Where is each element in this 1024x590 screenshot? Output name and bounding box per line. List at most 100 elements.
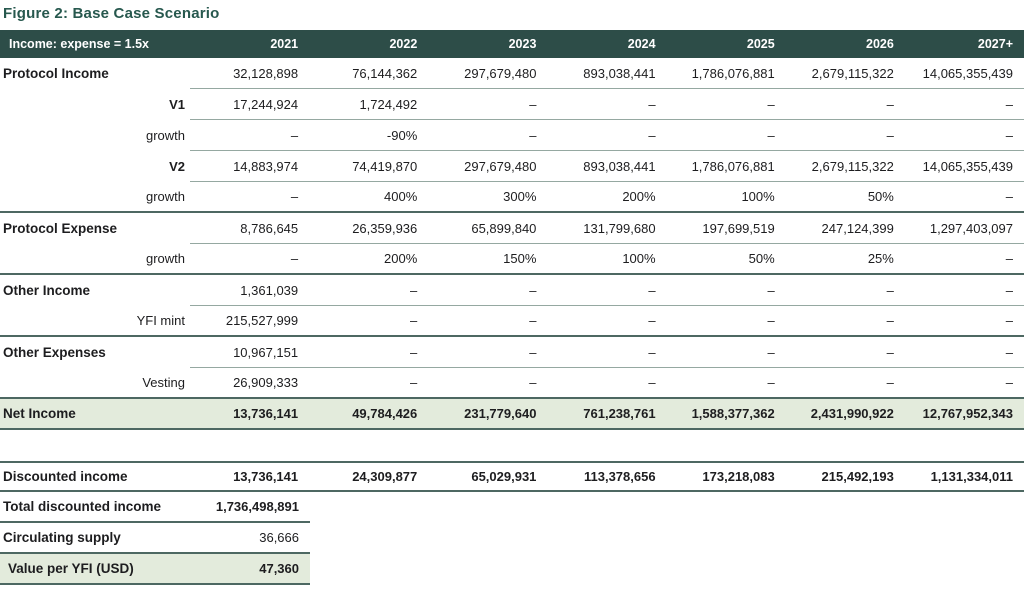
cell-value: –	[666, 275, 786, 306]
cell-value: 13,736,141	[233, 469, 299, 484]
cell-value: 14,065,355,439	[904, 151, 1024, 182]
cell-value: –	[785, 120, 905, 151]
summary-section: Discounted income 13,736,141 24,309,877 65,…	[0, 461, 1024, 585]
cell-value: 2,679,115,322	[785, 151, 905, 182]
cell-value: 197,699,519	[666, 213, 786, 244]
cell-value: –	[309, 337, 429, 368]
cell-value: 24,309,877	[352, 469, 418, 484]
cell-value: 173,218,083	[702, 469, 775, 484]
table-row: growth – -90% – – – – –	[0, 120, 1024, 151]
cell-value: 200%	[384, 251, 418, 266]
cell-value: 400%	[384, 189, 418, 204]
summary-row: Circulating supply 36,666	[0, 523, 310, 554]
row-label: V1	[169, 97, 185, 112]
cell-value: 50%	[748, 251, 775, 266]
summary-label: Value per YFI (USD)	[8, 561, 134, 576]
cell-value: 1,361,039	[190, 275, 310, 306]
column-header-2022: 2022	[389, 37, 418, 51]
cell-value: 231,779,640	[464, 406, 537, 421]
cell-value: 14,883,974	[190, 151, 310, 182]
cell-value: 761,238,761	[583, 406, 656, 421]
cell-value: –	[904, 337, 1024, 368]
summary-label: Circulating supply	[3, 530, 121, 545]
row-label: growth	[145, 251, 185, 266]
cell-value: –	[428, 89, 548, 120]
cell-value: 26,359,936	[309, 213, 429, 244]
cell-value: 297,679,480	[428, 58, 548, 89]
cell-value: –	[648, 313, 656, 328]
cell-value: –	[1005, 375, 1013, 390]
cell-value: –	[785, 89, 905, 120]
table-row: Other Income 1,361,039– – – – – –	[0, 275, 1024, 306]
cell-value: 2,431,990,922	[810, 406, 894, 421]
table-body: Protocol Income 32,128,898 76,144,362 297,6…	[0, 58, 1024, 430]
column-header-2026: 2026	[866, 37, 894, 51]
table-row: Protocol Income 32,128,898 76,144,362 297,6…	[0, 58, 1024, 89]
cell-value: –	[529, 313, 537, 328]
cell-value: –	[785, 337, 905, 368]
cell-value: –	[428, 337, 548, 368]
cell-value: 14,065,355,439	[904, 58, 1024, 89]
cell-value: 893,038,441	[547, 151, 667, 182]
summary-row: Total discounted income 1,736,498,891	[0, 492, 310, 523]
cell-value: 65,029,931	[471, 469, 537, 484]
cell-value: –	[529, 375, 537, 390]
cell-value: –	[547, 120, 667, 151]
column-header-2021: 2021	[270, 37, 299, 51]
cell-value: 65,899,840	[428, 213, 548, 244]
row-label: Other Income	[3, 283, 91, 298]
cell-value: –	[547, 89, 667, 120]
table-header-label: Income: expense = 1.5x	[9, 37, 150, 51]
cell-value: –	[904, 120, 1024, 151]
cell-value: –	[886, 313, 894, 328]
cell-value: 150%	[503, 251, 537, 266]
cell-value: 76,144,362	[309, 58, 429, 89]
row-label: Protocol Expense	[3, 221, 118, 236]
cell-value: 100%	[622, 251, 656, 266]
cell-value: –	[410, 375, 418, 390]
figure-title: Figure 2: Base Case Scenario	[3, 5, 220, 22]
cell-value: 12,767,952,343	[922, 406, 1013, 421]
cell-value: –	[666, 89, 786, 120]
summary-row: Value per YFI (USD) 47,360	[0, 554, 310, 585]
row-label: growth	[145, 128, 185, 143]
cell-value: 215,492,193	[821, 469, 894, 484]
cell-value: 32,128,898	[190, 58, 310, 89]
cell-value: –	[547, 275, 667, 306]
cell-value: 247,124,399	[785, 213, 905, 244]
table-row: Discounted income 13,736,141 24,309,877 65,…	[0, 461, 1024, 492]
cell-value: –	[428, 120, 548, 151]
cell-value: 74,419,870	[309, 151, 429, 182]
cell-value: 300%	[503, 189, 537, 204]
summary-value: 36,666	[259, 530, 299, 545]
row-label: Net Income	[3, 406, 76, 421]
cell-value: 8,786,645	[190, 213, 310, 244]
row-label: Other Expenses	[3, 345, 106, 360]
table-row: growth – 200% 150% 100% 50% 25% –	[0, 244, 1024, 275]
cell-value: 26,909,333	[233, 375, 299, 390]
summary-label: Total discounted income	[3, 499, 162, 514]
cell-value: 113,378,656	[583, 469, 656, 484]
table-row: V2 14,883,974 74,419,870 297,679,480 893,038…	[0, 151, 1024, 182]
row-label: Discounted income	[3, 469, 128, 484]
row-label: V2	[169, 159, 185, 174]
cell-value: 1,786,076,881	[666, 58, 786, 89]
cell-value: –	[886, 375, 894, 390]
table-row: growth – 400% 300% 200% 100% 50% –	[0, 182, 1024, 213]
cell-value: 50%	[867, 189, 894, 204]
summary-value: 1,736,498,891	[215, 499, 299, 514]
row-label: Vesting	[142, 375, 185, 390]
cell-value: 893,038,441	[547, 58, 667, 89]
table-row: YFI mint 215,527,999 – – – – – –	[0, 306, 1024, 337]
cell-value: –	[428, 275, 548, 306]
row-label: growth	[145, 189, 185, 204]
cell-value: 200%	[622, 189, 656, 204]
cell-value: 131,799,680	[547, 213, 667, 244]
summary-value: 47,360	[259, 561, 299, 576]
cell-value: 1,297,403,097	[904, 213, 1024, 244]
table-header: Income: expense = 1.5x 2021 2022 2023 20…	[0, 30, 1024, 58]
cell-value: 1,588,377,362	[691, 406, 775, 421]
cell-value: 49,784,426	[352, 406, 418, 421]
cell-value: 100%	[741, 189, 775, 204]
cell-value: 1,131,334,011	[930, 469, 1013, 484]
